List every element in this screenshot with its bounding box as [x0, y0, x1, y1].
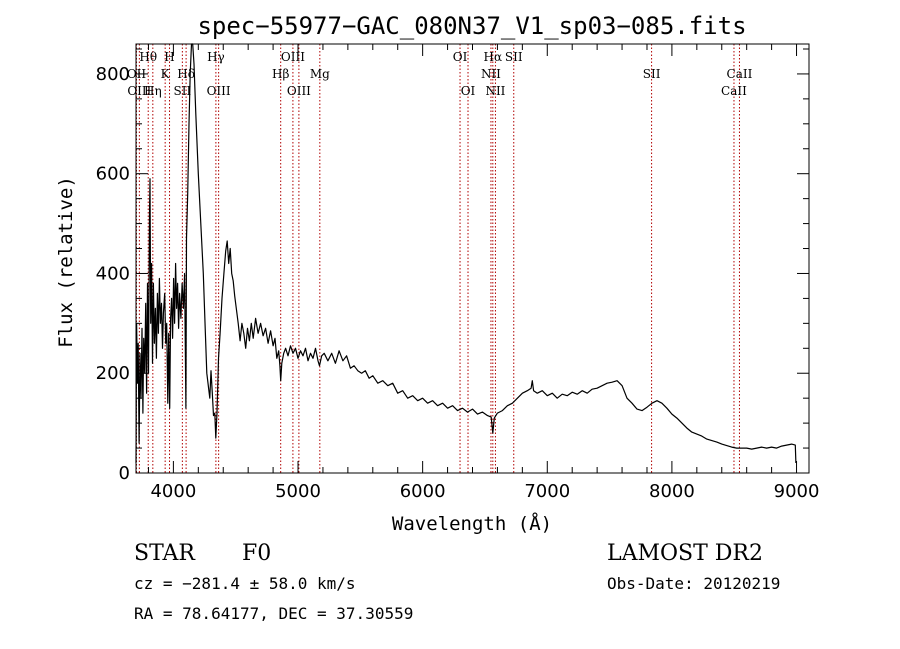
- x-tick-label: 5000: [275, 481, 321, 502]
- x-tick-label: 8000: [649, 481, 695, 502]
- spectral-line-label: Hη: [144, 84, 162, 98]
- spectral-line-label: NII: [485, 84, 505, 98]
- y-axis-label: Flux (relative): [55, 176, 77, 348]
- spectral-line-label: CaII: [721, 84, 747, 98]
- spectral-line-label: OI: [453, 50, 468, 64]
- spectral-line-label: OIII: [281, 50, 305, 64]
- spectral-line-label: OIII: [127, 84, 151, 98]
- y-tick-label: 800: [96, 64, 130, 85]
- spectral-line-label: Hγ: [207, 50, 225, 64]
- x-tick-label: 6000: [400, 481, 446, 502]
- spectral-line-label: NII: [481, 67, 501, 81]
- spectral-line-label: Hα: [484, 50, 503, 64]
- spectral-line-label: OI: [461, 84, 476, 98]
- spectral-line-label: CaII: [727, 67, 753, 81]
- coordinates-readout: RA = 78.64177, DEC = 37.30559: [134, 604, 413, 623]
- chart-title: spec−55977−GAC_080N37_V1_sp03−085.fits: [197, 12, 746, 40]
- y-tick-label: 600: [96, 164, 130, 185]
- spectral-line-labels: OIIOIIIHθHηKHSIIHδHγOIIIHβOIIIOIIIMgOIOI…: [127, 50, 753, 98]
- spectral-line-label: Hθ: [139, 50, 157, 64]
- survey-name: LAMOST DR2: [607, 541, 763, 566]
- spectral-line-label: OIII: [207, 84, 231, 98]
- spectral-line-label: Hβ: [272, 67, 289, 81]
- spectral-line-label: SII: [643, 67, 661, 81]
- spectral-line-label: SII: [505, 50, 523, 64]
- x-tick-label: 9000: [774, 481, 820, 502]
- spectral-line-label: Hδ: [177, 67, 195, 81]
- spectral-line-label: OIII: [287, 84, 311, 98]
- y-tick-labels: 0 200 400 600 800: [96, 64, 130, 484]
- y-tick-label: 200: [96, 363, 130, 384]
- x-axis-label: Wavelength (Å): [392, 512, 552, 535]
- x-tick-label: 4000: [150, 481, 196, 502]
- object-class: STAR: [134, 541, 196, 566]
- x-tick-label: 7000: [524, 481, 570, 502]
- spectral-line-label: SII: [174, 84, 192, 98]
- spectral-line-markers: [135, 44, 740, 473]
- spectral-line-label: H: [164, 50, 174, 64]
- spectral-line-label: K: [161, 67, 171, 81]
- spectral-line-label: Mg: [310, 67, 330, 81]
- spectrum-series-line: [135, 43, 797, 464]
- velocity-readout: cz = −281.4 ± 58.0 km/s: [134, 574, 356, 593]
- axis-ticks: [136, 44, 809, 474]
- obs-date: Obs-Date: 20120219: [607, 574, 780, 593]
- y-tick-label: 400: [96, 263, 130, 284]
- spectral-subclass: F0: [242, 541, 271, 566]
- y-tick-label: 0: [119, 463, 130, 484]
- x-tick-labels: 4000 5000 6000 7000 8000 9000: [150, 481, 819, 502]
